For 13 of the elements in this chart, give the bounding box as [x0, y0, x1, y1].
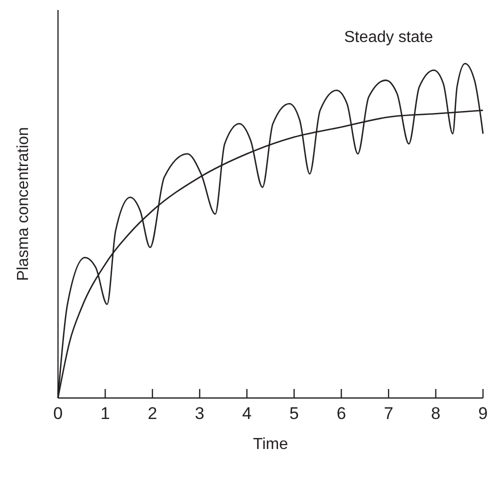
- x-axis-title: Time: [253, 436, 288, 453]
- x-tick-label: 6: [336, 404, 346, 423]
- x-tick-label: 9: [478, 404, 488, 423]
- x-tick-label: 2: [148, 404, 158, 423]
- y-axis-title: Plasma concentration: [15, 127, 32, 281]
- x-tick-label: 3: [194, 404, 204, 423]
- text: Steady state: [344, 29, 434, 46]
- x-tick-label: 1: [100, 404, 110, 423]
- x-tick-label: 5: [289, 404, 299, 423]
- x-tick-label: 8: [431, 404, 441, 423]
- x-tick-label: 0: [53, 404, 63, 423]
- x-tick-label: 4: [242, 404, 252, 423]
- x-tick-label: 7: [384, 404, 394, 423]
